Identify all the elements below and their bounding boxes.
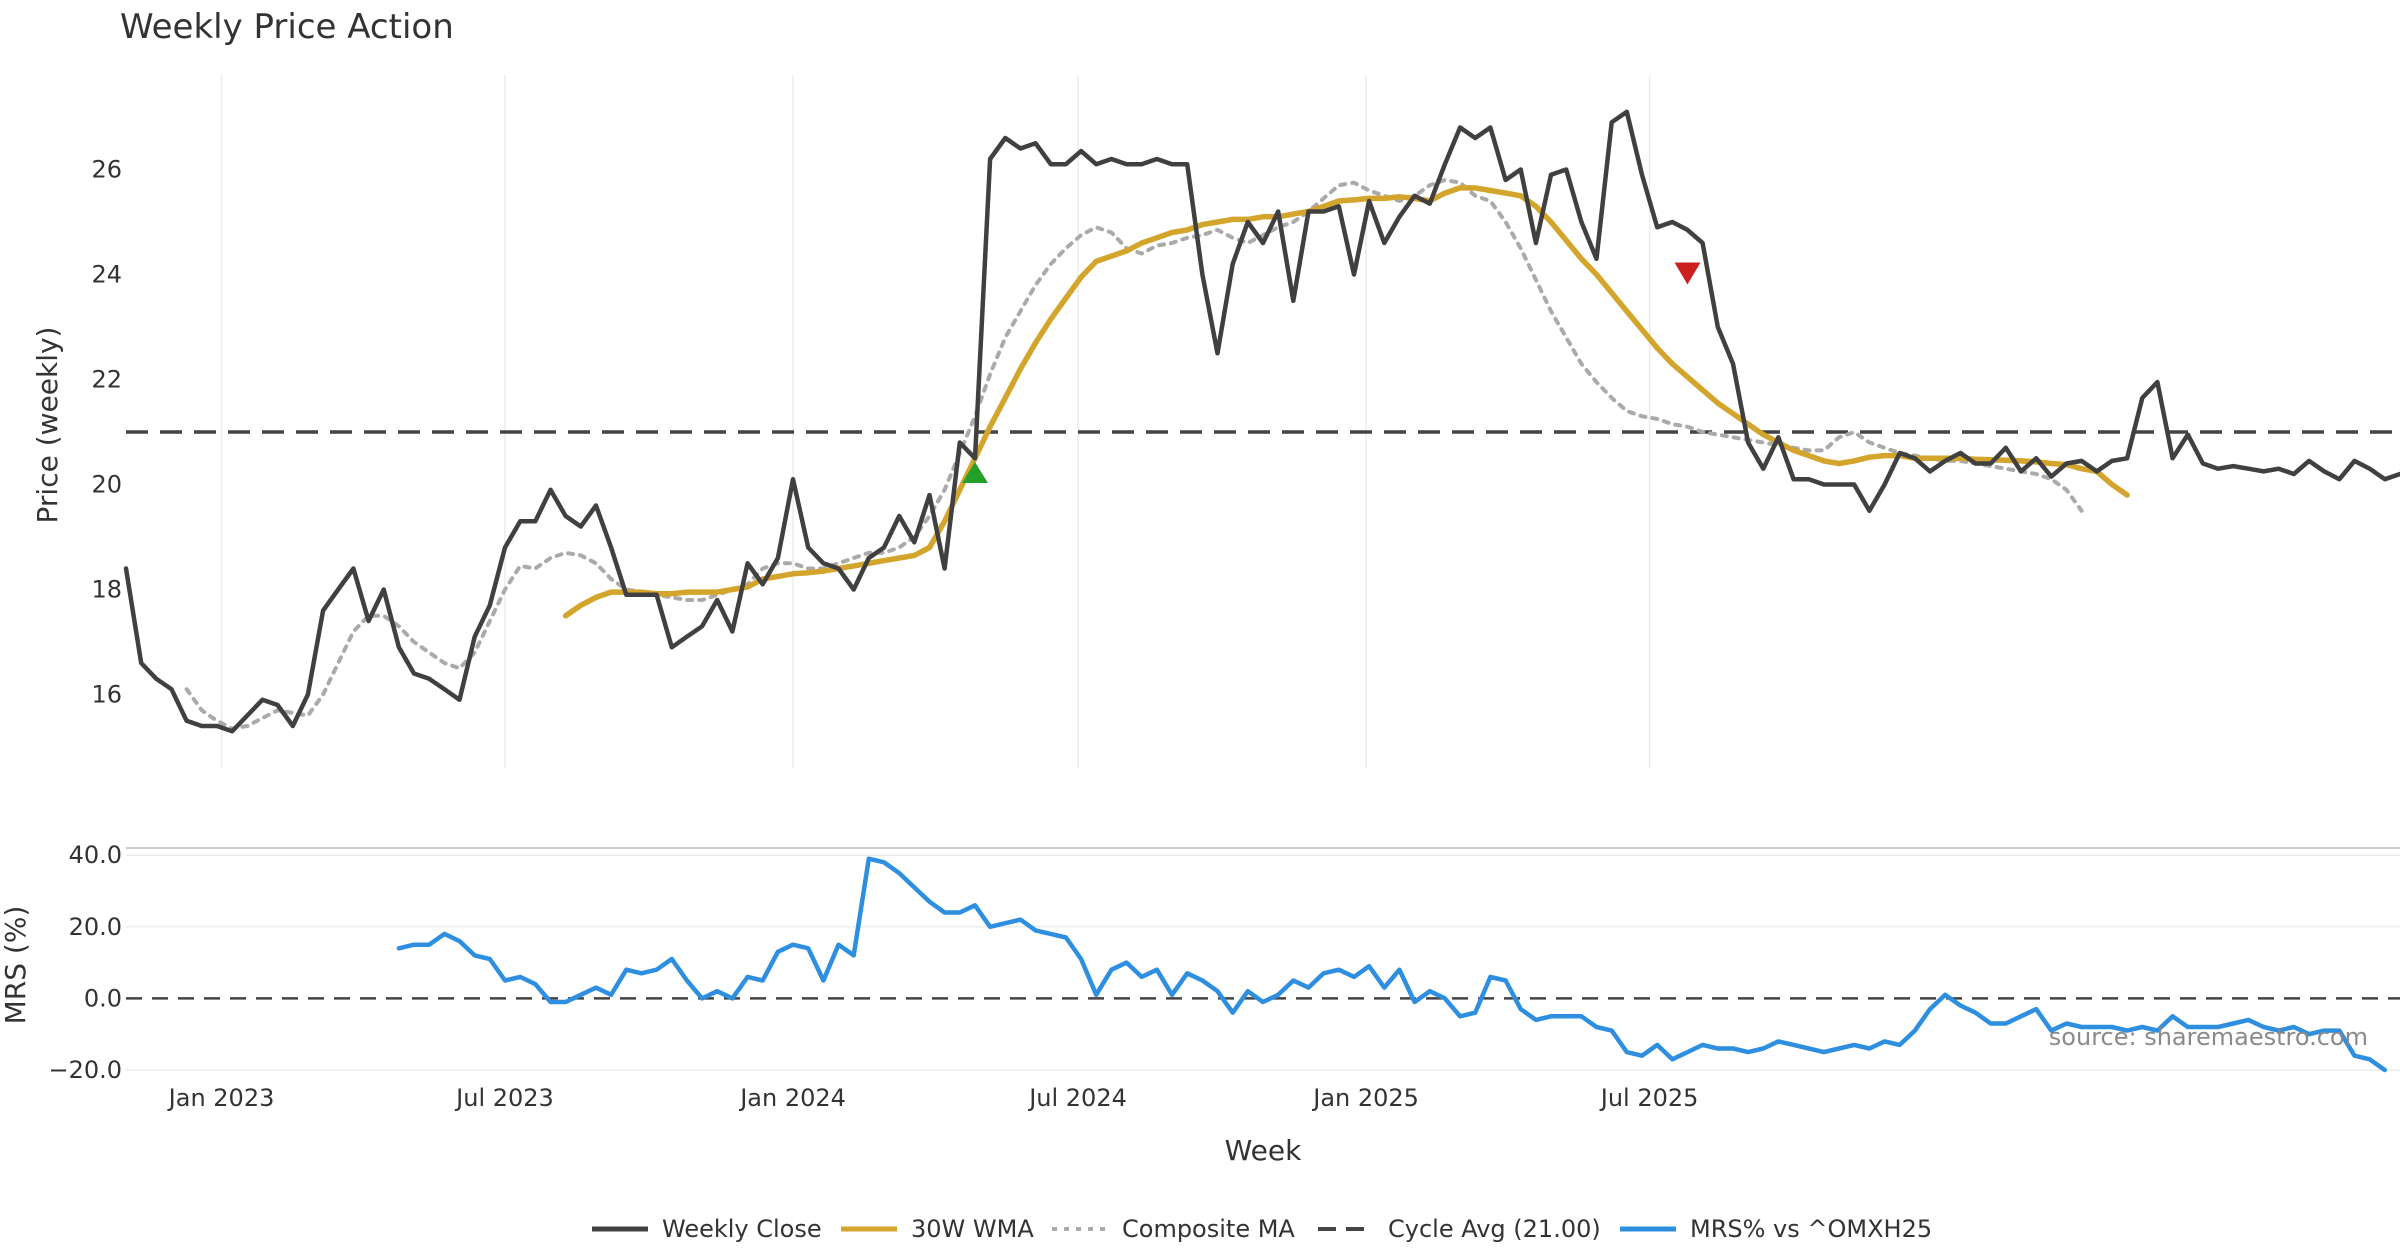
price-y-tick-label: 24 [91, 261, 122, 289]
sell-signal-marker [1674, 262, 1701, 285]
price-y-tick-label: 26 [91, 156, 122, 184]
buy-signal-marker [961, 462, 988, 483]
price-y-tick-label: 16 [91, 681, 122, 709]
x-tick-label: Jan 2023 [167, 1084, 275, 1112]
x-tick-label: Jan 2025 [1311, 1084, 1419, 1112]
legend-label: 30W WMA [911, 1215, 1034, 1243]
mrs-y-tick-label: −20.0 [48, 1056, 122, 1084]
price-y-tick-label: 20 [91, 471, 122, 499]
price-y-ticks: 16 18 20 22 24 26 [91, 156, 122, 709]
legend-item: Weekly Close [592, 1215, 822, 1243]
chart-title: Weekly Price Action [120, 7, 454, 47]
source-text: source: sharemaestro.com [2049, 1023, 2368, 1051]
legend-item: MRS% vs ^OMXH25 [1620, 1215, 1932, 1243]
x-tick-label: Jan 2024 [738, 1084, 846, 1112]
price-y-tick-label: 22 [91, 366, 122, 394]
mrs-y-ticks: −20.0 0.0 20.0 40.0 [48, 841, 122, 1084]
legend-label: MRS% vs ^OMXH25 [1690, 1215, 1932, 1243]
x-tick-label: Jul 2025 [1599, 1084, 1699, 1112]
mrs-series-group [126, 856, 2400, 1073]
price-y-tick-label: 18 [91, 576, 122, 604]
wma-30w-line [562, 185, 2130, 619]
mrs-y-tick-label: 20.0 [69, 913, 122, 941]
legend-label: Composite MA [1122, 1215, 1295, 1243]
mrs-y-tick-label: 0.0 [84, 984, 122, 1012]
legend-label: Weekly Close [662, 1215, 822, 1243]
legend-item: Composite MA [1052, 1215, 1295, 1243]
mrs-y-tick-label: 40.0 [69, 841, 122, 869]
price-grid [220, 75, 1651, 768]
x-axis-ticks: Jan 2023 Jul 2023 Jan 2024 Jul 2024 Jan 2025… [167, 1084, 1699, 1112]
legend-label: Cycle Avg (21.00) [1388, 1215, 1601, 1243]
mrs-grid [126, 847, 2400, 1071]
signal-markers [961, 262, 1701, 483]
x-tick-label: Jul 2024 [1027, 1084, 1127, 1112]
price-series-group [123, 109, 2400, 734]
mrs-line [396, 856, 2388, 1073]
x-tick-label: Jul 2023 [454, 1084, 554, 1112]
legend: Weekly Close 30W WMA Composite MA Cycle Avg… [592, 1215, 1932, 1243]
weekly-close-line [123, 109, 2400, 734]
mrs-y-axis-title: MRS (%) [0, 906, 32, 1025]
x-axis-title: Week [1225, 1134, 1302, 1167]
price-y-axis-title: Price (weekly) [31, 327, 64, 524]
legend-item: 30W WMA [841, 1215, 1034, 1243]
legend-item: Cycle Avg (21.00) [1318, 1215, 1601, 1243]
